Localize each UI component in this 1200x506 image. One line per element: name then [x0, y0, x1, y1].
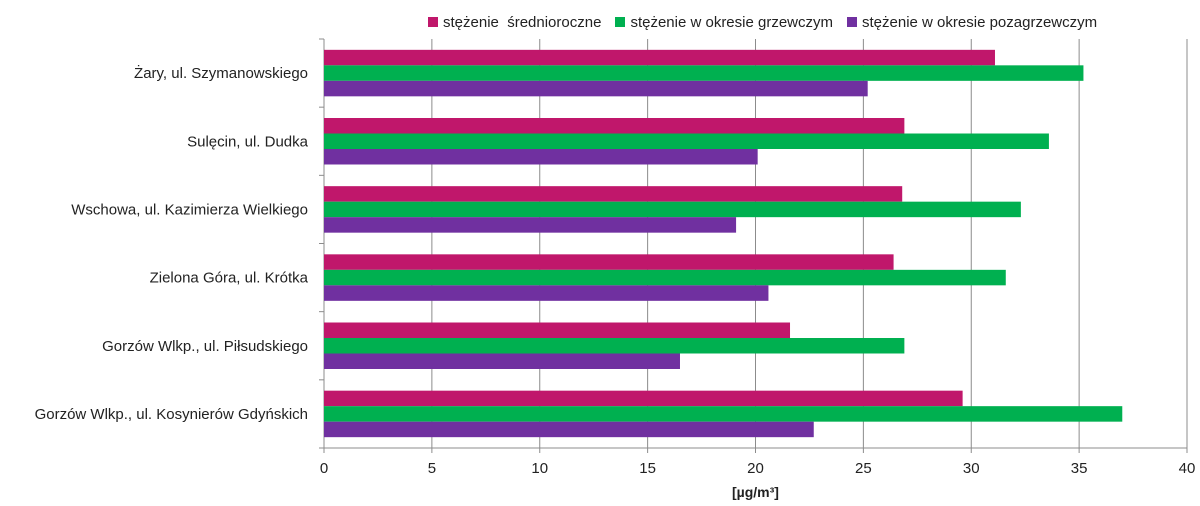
legend-swatch-annual	[428, 17, 438, 27]
bar-non-heating-5	[324, 421, 814, 438]
category-label: Zielona Góra, ul. Krótka	[150, 270, 309, 287]
category-label: Sulęcin, ul. Dudka	[187, 133, 309, 150]
x-tick-label-25: 25	[855, 460, 872, 477]
bar-annual-5	[324, 390, 963, 407]
legend-label-annual: stężenie średnioroczne	[443, 13, 602, 31]
x-tick-label-10: 10	[531, 460, 548, 477]
legend-item-annual: stężenie średnioroczne	[428, 14, 601, 31]
bar-annual-4	[324, 322, 791, 338]
legend-swatch-non-heating	[847, 17, 858, 27]
legend-label-non-heating: stężenie w okresie pozagrzewczym	[862, 13, 1098, 31]
legend: stężenie średnioroczne stężenie w okresi…	[428, 12, 1111, 32]
legend-item-heating: stężenie w okresie grzewczym	[615, 14, 833, 31]
bar-non-heating-4	[324, 353, 680, 369]
x-tick-label-30: 30	[963, 460, 980, 477]
bar-heating-5	[324, 406, 1123, 422]
x-tick-label-35: 35	[1071, 460, 1088, 477]
bar-non-heating-2	[324, 217, 737, 233]
bar-annual-2	[324, 186, 903, 202]
legend-swatch-heating	[615, 17, 626, 27]
bar-annual-3	[324, 254, 894, 270]
x-tick-label-5: 5	[428, 460, 436, 477]
x-tick-label-15: 15	[639, 460, 656, 477]
bar-annual-1	[324, 118, 905, 134]
bar-heating-1	[324, 133, 1049, 149]
bar-heating-3	[324, 269, 1006, 286]
legend-label-heating: stężenie w okresie grzewczym	[630, 13, 834, 31]
x-tick-label-20: 20	[747, 460, 764, 477]
category-label: Żary, ul. Szymanowskiego	[134, 64, 308, 82]
category-label: Wschowa, ul. Kazimierza Wielkiego	[71, 201, 308, 218]
legend-item-non-heating: stężenie w okresie pozagrzewczym	[847, 14, 1097, 31]
bar-heating-0	[324, 65, 1084, 81]
bar-heating-4	[324, 338, 905, 354]
x-axis-title: [µg/m³]	[732, 484, 779, 500]
category-label: Gorzów Wlkp., ul. Piłsudskiego	[102, 338, 308, 355]
bar-non-heating-1	[324, 149, 758, 165]
bar-heating-2	[324, 201, 1021, 218]
x-tick-label-0: 0	[320, 460, 328, 477]
bar-annual-0	[324, 49, 995, 66]
x-tick-label-40: 40	[1179, 460, 1196, 477]
bar-non-heating-3	[324, 285, 769, 301]
category-label: Gorzów Wlkp., ul. Kosynierów Gdyńskich	[35, 406, 308, 423]
bar-non-heating-0	[324, 80, 868, 97]
